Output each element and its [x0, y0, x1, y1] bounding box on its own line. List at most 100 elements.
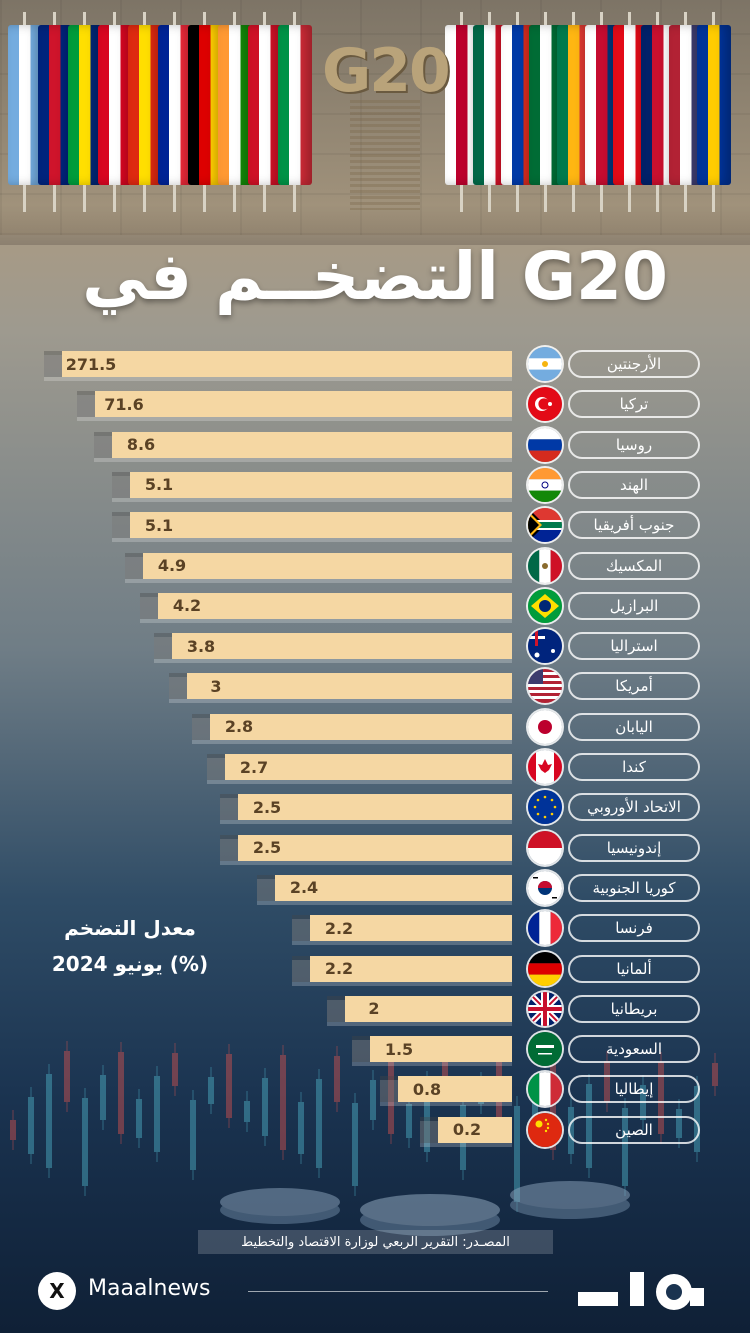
country-label: المكسيك: [568, 551, 700, 580]
bar-value-tab: [207, 754, 225, 780]
argentina-flag-icon: [528, 347, 562, 381]
japan-flag-icon: [528, 709, 562, 744]
bar-value-tab: [327, 995, 345, 1022]
country-label: الاتحاد الأوروبي: [568, 793, 700, 822]
italy-flag-icon: [528, 1072, 562, 1107]
country-label: اليابان: [568, 712, 700, 741]
bar: [130, 512, 512, 539]
bar-value-tab: [112, 512, 130, 539]
brazil-flag-icon: [528, 588, 562, 623]
mexico-flag-icon: [528, 548, 562, 583]
eu-flag-icon: [528, 790, 562, 825]
bar-value-label: 2: [345, 995, 403, 1022]
bar-value-tab: [292, 915, 310, 942]
country-label: فرنسا: [568, 914, 700, 943]
bar-value-label: 5.1: [130, 471, 188, 498]
maal-logo-icon: [578, 1272, 704, 1310]
header-flag: [248, 25, 282, 185]
south-korea-flag-icon: [528, 870, 562, 905]
australia-flag-icon: [528, 629, 562, 664]
bar-value-label: 1.5: [370, 1036, 428, 1063]
header-flag: [68, 25, 102, 185]
bar-value-label: 0.8: [398, 1076, 456, 1103]
bar: [112, 431, 512, 458]
country-label: الهند: [568, 470, 700, 499]
header-flag: [218, 25, 252, 185]
indonesia-flag-icon: [528, 830, 562, 865]
country-label: الأرجنتين: [568, 350, 700, 378]
country-label: استراليا: [568, 632, 700, 661]
bar-value-tab: [44, 351, 62, 377]
bar-value-label: 3: [187, 673, 245, 700]
bar-value-tab: [192, 713, 210, 740]
page-title: التضخــم في G20: [82, 238, 668, 315]
legend-line-2: يونيو 2024 (%): [51, 952, 209, 976]
country-label: السعودية: [568, 1035, 700, 1064]
country-label: البرازيل: [568, 591, 700, 620]
country-label: أمريكا: [568, 672, 700, 701]
germany-flag-icon: [528, 951, 562, 986]
header-floor: [0, 205, 750, 245]
turkey-flag-icon: [528, 387, 562, 422]
header-flag: [98, 25, 132, 185]
france-flag-icon: [528, 911, 562, 946]
bar: [143, 552, 512, 579]
bar-value-label: 71.6: [95, 391, 153, 418]
usa-flag-icon: [528, 669, 562, 704]
bar-value-label: 5.1: [130, 512, 188, 539]
header-flag: [158, 25, 192, 185]
legend-line-1: معدل التضخم: [64, 916, 196, 940]
uk-flag-icon: [528, 991, 562, 1026]
bar-value-tab: [94, 431, 112, 458]
country-label: تركيا: [568, 390, 700, 419]
canada-flag-icon: [528, 750, 562, 784]
x-social-icon[interactable]: X: [38, 1272, 76, 1310]
background-coins-decoration: [220, 1181, 630, 1236]
country-label: الصين: [568, 1115, 700, 1144]
country-label: ألمانيا: [568, 954, 700, 983]
bar-value-label: 271.5: [62, 351, 120, 377]
bar-value-label: 2.5: [238, 794, 296, 821]
bar-value-tab: [352, 1036, 370, 1063]
bar-value-tab: [125, 552, 143, 579]
bar-value-tab: [77, 391, 95, 418]
bar-value-label: 2.8: [210, 713, 268, 740]
country-label: جنوب أفريقيا: [568, 511, 700, 540]
country-label: إندونيسيا: [568, 833, 700, 862]
social-handle[interactable]: Maaalnews: [88, 1276, 211, 1301]
india-flag-icon: [528, 467, 562, 502]
g20-logo: G20: [322, 36, 451, 106]
bar: [95, 391, 512, 418]
bar: [62, 351, 512, 377]
country-label: بريطانيا: [568, 994, 700, 1023]
chart-legend-label: معدل التضخم يونيو 2024 (%): [30, 910, 230, 982]
bar-value-tab: [154, 633, 172, 660]
bar-value-tab: [169, 673, 187, 700]
g20-member-plaque: [350, 100, 420, 210]
bar-value-label: 4.9: [143, 552, 201, 579]
saudi-flag-icon: [528, 1032, 562, 1067]
country-label: روسيا: [568, 430, 700, 459]
bar: [130, 471, 512, 498]
bar-value-label: 2.2: [310, 915, 368, 942]
header-flag: [278, 25, 312, 185]
bar-value-tab: [220, 834, 238, 861]
header-flag: [38, 25, 72, 185]
bar-value-label: 8.6: [112, 431, 170, 458]
russia-flag-icon: [528, 427, 562, 462]
bar: [158, 592, 512, 619]
bar-value-label: 2.7: [225, 754, 283, 780]
bar-value-label: 2.2: [310, 955, 368, 982]
bar-value-tab: [220, 794, 238, 821]
bar-value-tab: [420, 1116, 438, 1143]
china-flag-icon: [528, 1112, 562, 1147]
bar-value-tab: [112, 471, 130, 498]
header-flag: [8, 25, 42, 185]
source-note: المصـدر: التقرير الربعي لوزارة الاقتصاد …: [198, 1230, 553, 1254]
bar-value-tab: [380, 1076, 398, 1103]
header-flag: [188, 25, 222, 185]
bar-value-label: 4.2: [158, 592, 216, 619]
bar-value-label: 2.4: [275, 874, 333, 901]
header-flag: [697, 25, 731, 185]
